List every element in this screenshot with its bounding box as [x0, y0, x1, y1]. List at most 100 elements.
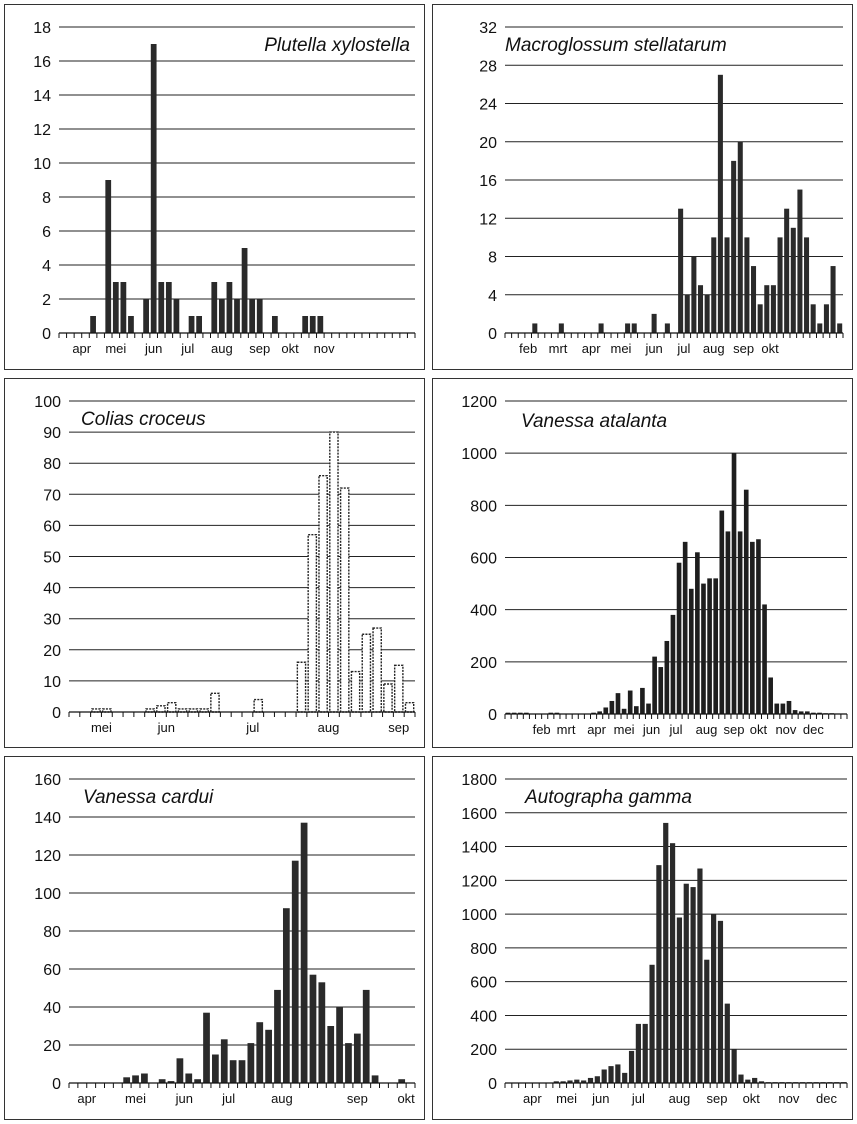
bar [158, 1079, 166, 1083]
x-month-label: jul [668, 722, 682, 737]
x-month-label: jun [644, 341, 662, 356]
bar [141, 1073, 148, 1083]
bar [511, 712, 517, 714]
x-month-label: jun [157, 720, 175, 735]
bar [670, 614, 676, 714]
bar [194, 1079, 202, 1083]
y-tick-label: 20 [479, 135, 497, 152]
y-tick-label: 1200 [461, 873, 497, 890]
chart-title: Vanessa atalanta [521, 411, 668, 432]
bar [150, 44, 157, 333]
bar [744, 237, 750, 333]
y-tick-label: 10 [43, 674, 61, 691]
bar [682, 541, 688, 714]
bar [505, 712, 511, 714]
bar [711, 237, 717, 333]
bar [211, 282, 218, 333]
bar [635, 1023, 641, 1083]
x-month-label: sep [388, 720, 409, 735]
bar [817, 323, 823, 333]
bar [158, 282, 165, 333]
bar [823, 304, 829, 333]
bar [804, 237, 810, 333]
bar [811, 712, 816, 714]
bar [361, 633, 372, 713]
bar [676, 917, 683, 1083]
bar [226, 282, 233, 333]
y-tick-label: 140 [34, 810, 61, 827]
y-tick-label: 600 [470, 975, 497, 992]
bar [663, 822, 669, 1083]
bar [574, 1079, 580, 1083]
x-month-label: apr [582, 341, 601, 356]
bar [218, 299, 225, 333]
bar [633, 706, 639, 714]
bar [167, 1081, 175, 1083]
x-month-label: sep [724, 722, 745, 737]
y-tick-label: 1000 [461, 907, 497, 924]
bar [724, 237, 730, 333]
bar [625, 323, 631, 333]
bar [282, 908, 290, 1083]
bar [691, 256, 697, 333]
bar [91, 708, 101, 713]
x-month-label: sep [249, 341, 270, 356]
bar [256, 1022, 264, 1083]
bar [688, 588, 694, 714]
bar [695, 552, 700, 714]
bar [309, 316, 316, 333]
y-tick-label: 24 [479, 97, 497, 114]
bar [683, 883, 689, 1083]
bar [651, 313, 657, 333]
x-month-label: mei [125, 1091, 146, 1106]
chart-panel-vanessa-cardui: 0 20 40 60 80 100 120 140 160 apr mei jun jul aug sep o… [4, 756, 425, 1120]
chart-panel-plutella: 0 2 4 6 8 10 12 14 16 18 apr mei jun jul aug sep okt nov … [4, 4, 425, 370]
bar [291, 860, 299, 1083]
bar [601, 1069, 607, 1083]
y-tick-label: 0 [52, 705, 61, 722]
bar [652, 656, 657, 714]
bar [318, 474, 328, 713]
y-tick-label: 70 [43, 487, 61, 504]
bar [762, 604, 767, 714]
x-month-label: apr [587, 722, 606, 737]
bar [188, 708, 199, 713]
bar [597, 711, 602, 714]
y-tick-label: 40 [43, 1000, 61, 1017]
y-tick-label: 90 [43, 425, 61, 442]
bar [327, 1026, 335, 1083]
bar [265, 1029, 272, 1083]
bar [524, 712, 529, 714]
bar [210, 692, 220, 713]
x-month-label: aug [696, 722, 718, 737]
bar [770, 285, 776, 333]
bar [837, 323, 843, 333]
y-tick-label: 0 [42, 326, 51, 343]
bar [336, 1007, 343, 1083]
bar [701, 583, 706, 714]
bar [345, 1043, 352, 1083]
bar [247, 1043, 255, 1083]
bar [664, 323, 670, 333]
bar [797, 189, 803, 333]
bar [253, 698, 264, 713]
bar [271, 316, 278, 333]
x-month-label: jun [642, 722, 660, 737]
y-tick-label: 0 [52, 1076, 61, 1093]
x-month-label: jul [676, 341, 690, 356]
y-tick-label: 8 [42, 190, 51, 207]
x-month-label: nov [775, 722, 796, 737]
x-month-label: okt [761, 341, 779, 356]
y-tick-label: 18 [33, 20, 51, 37]
y-tick-label: 4 [42, 258, 51, 275]
bar [684, 294, 690, 333]
bar [123, 1077, 131, 1083]
bar [587, 1077, 594, 1083]
bar [737, 141, 743, 333]
bar [393, 664, 404, 713]
x-month-label: nov [778, 1091, 799, 1106]
bar [398, 1079, 406, 1083]
bar [745, 1079, 751, 1083]
bar [609, 700, 615, 714]
y-tick-label: 32 [479, 20, 497, 37]
